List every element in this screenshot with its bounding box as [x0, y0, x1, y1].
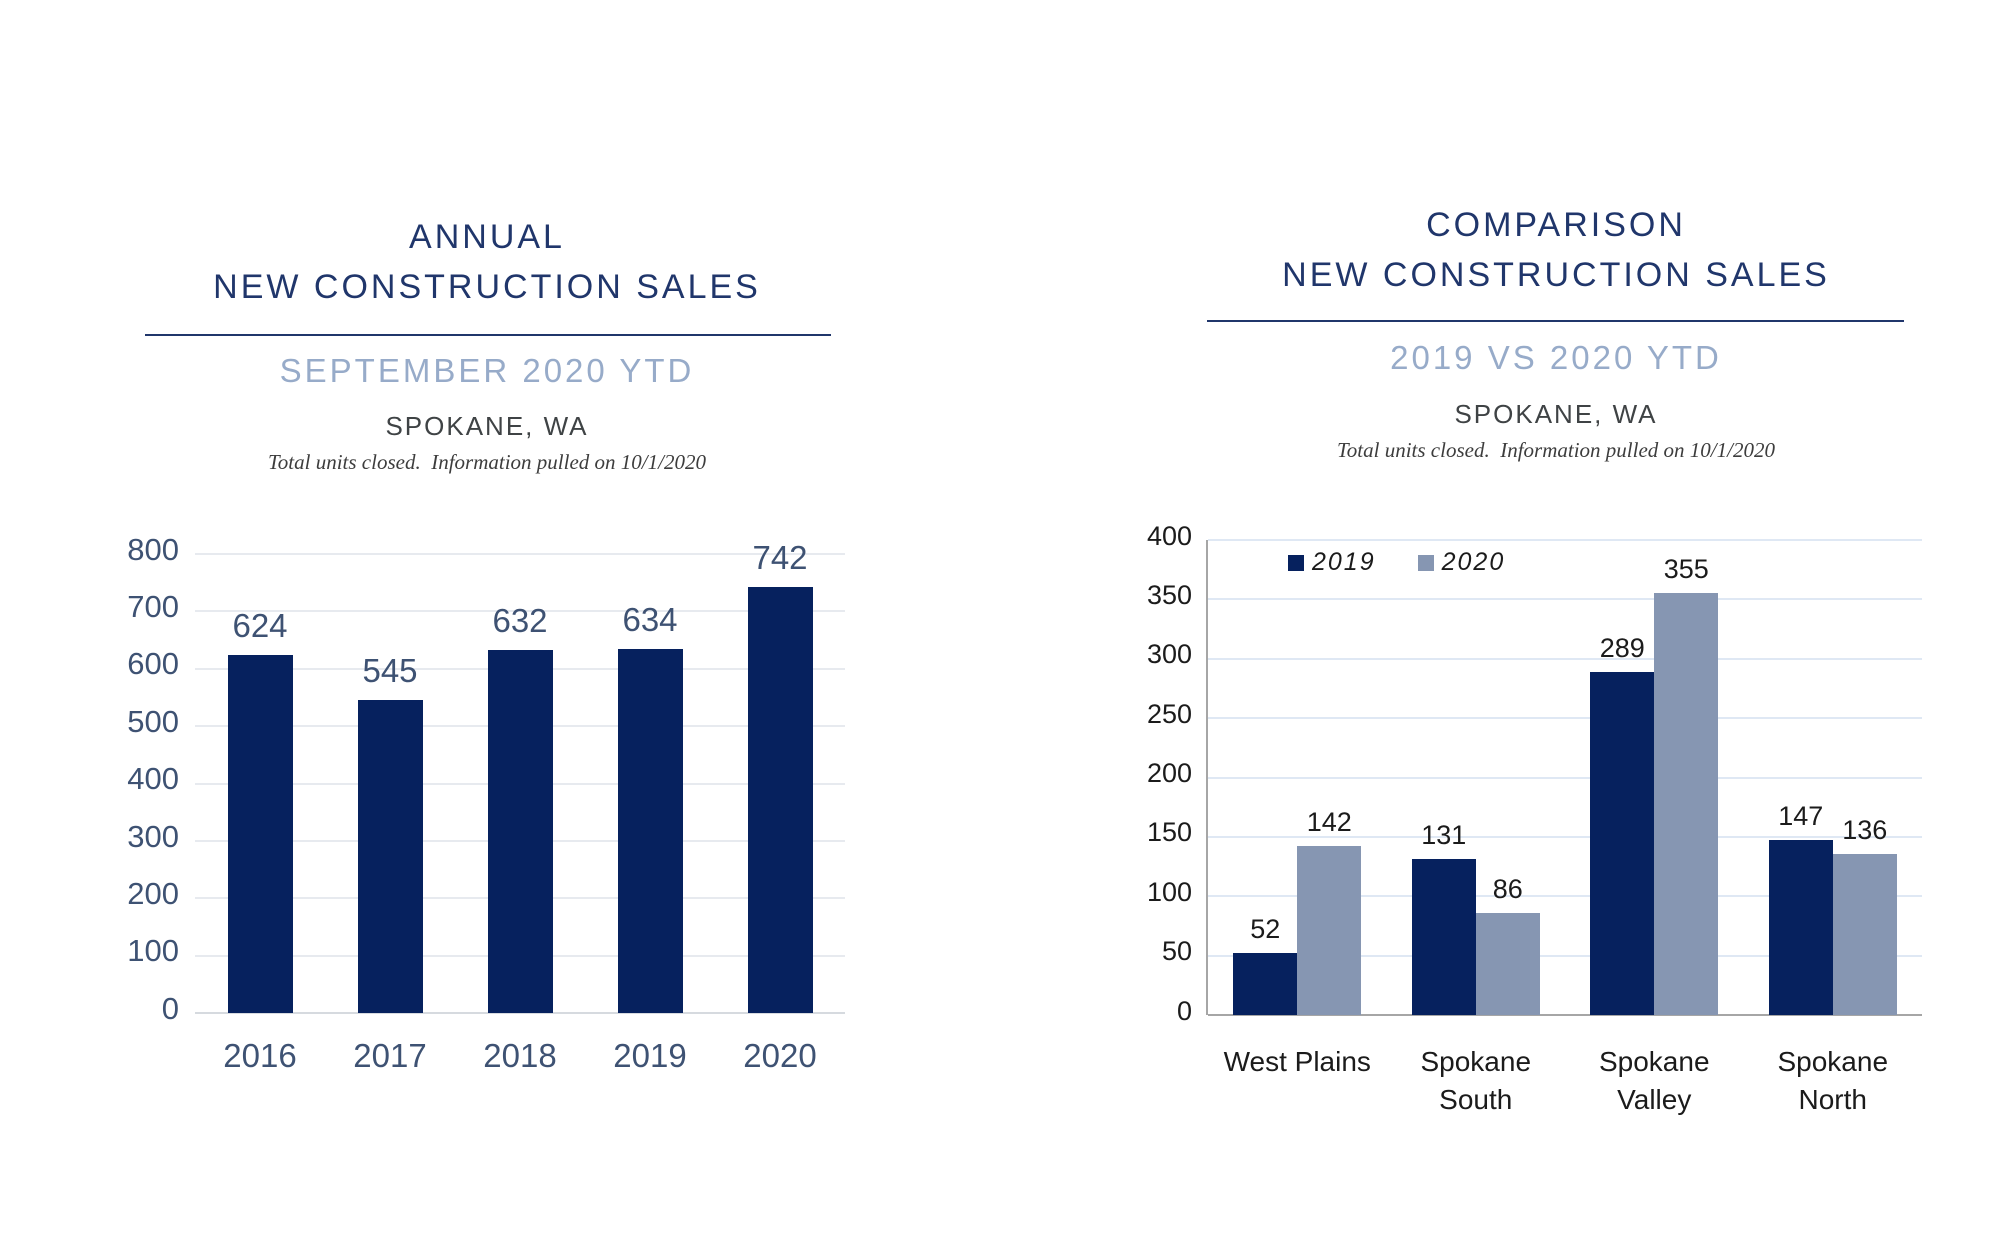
legend-item-2020: 2020	[1417, 548, 1506, 577]
annual-chart-location: SPOKANE, WA	[385, 411, 589, 441]
comparison-chart-location: SPOKANE, WA	[1454, 399, 1658, 429]
y-axis-label-0: 0	[1176, 995, 1192, 1026]
bar-spokane-north-2020	[1832, 853, 1897, 1015]
y-axis-label-100: 100	[127, 933, 179, 969]
y-axis-label-400: 400	[127, 761, 179, 797]
y-axis-label-400: 400	[1146, 520, 1192, 551]
gridline-200	[1208, 776, 1922, 779]
chart-legend: 2019 2020	[1288, 548, 1505, 577]
legend-item-2019: 2019	[1288, 548, 1376, 577]
value-label-2019: 634	[622, 601, 678, 639]
gridline-350	[1208, 598, 1922, 601]
gridline-300	[1208, 657, 1922, 660]
y-axis-label-150: 150	[1146, 817, 1192, 848]
x-axis-label-spokane-valley: Spokane Valley	[1598, 1046, 1710, 1115]
gridline-700	[195, 610, 845, 613]
value-label-spokane-valley-2020: 355	[1663, 554, 1709, 585]
y-axis-label-600: 600	[127, 646, 179, 682]
bar-2019	[617, 649, 683, 1013]
bar-spokane-valley-2020	[1654, 593, 1719, 1015]
y-axis-label-800: 800	[127, 531, 179, 567]
value-label-spokane-north-2019: 147	[1778, 801, 1824, 832]
comparison-chart-title: COMPARISON NEW CONSTRUCTION SALES	[1169, 200, 1943, 300]
gridline-0	[195, 1012, 845, 1014]
value-label-spokane-valley-2019: 289	[1599, 632, 1645, 663]
bar-west-plains-2020	[1297, 846, 1362, 1015]
y-axis-label-300: 300	[127, 818, 179, 854]
comparison-chart-note: Total units closed. Information pulled o…	[1337, 438, 1775, 462]
annual-chart-title: ANNUAL NEW CONSTRUCTION SALES	[100, 212, 874, 312]
comparison-chart-plot-area: 0 50 100 150 200 250 300 350 400 52 142 West Plains…	[1147, 521, 1922, 1115]
gridline-800	[195, 553, 845, 555]
value-label-2018: 632	[492, 602, 548, 640]
annual-chart-plot-area: 0 100 200 300 400 500 600 700 800 624 2016 545 2017 6…	[127, 532, 845, 1074]
annual-chart-title-line2: NEW CONSTRUCTION SALES	[213, 268, 761, 306]
gridline-150	[1208, 835, 1922, 838]
bar-spokane-north-2019	[1768, 840, 1833, 1015]
y-axis-label-500: 500	[127, 703, 179, 739]
gridline-400	[1208, 539, 1922, 541]
x-axis-label-2016: 2016	[223, 1037, 297, 1074]
y-axis-label-700: 700	[127, 589, 179, 625]
bar-spokane-valley-2019	[1590, 671, 1655, 1015]
x-axis-label-spokane-north: Spokane North	[1777, 1046, 1889, 1115]
value-label-west-plains-2020: 142	[1306, 807, 1352, 838]
bar-2020	[747, 587, 813, 1013]
legend-label-2020: 2020	[1441, 548, 1506, 576]
annual-chart-title-line1: ANNUAL	[409, 218, 565, 256]
comparison-chart-title-line1: COMPARISON	[1426, 206, 1686, 244]
y-axis-label-0: 0	[161, 990, 179, 1026]
y-axis-label-350: 350	[1146, 579, 1192, 610]
comparison-chart-title-line2: NEW CONSTRUCTION SALES	[1282, 256, 1830, 294]
y-axis-label-300: 300	[1146, 639, 1192, 670]
value-label-spokane-south-2020: 86	[1492, 873, 1523, 904]
y-axis-line	[1206, 540, 1208, 1015]
bar-2017	[357, 700, 423, 1013]
y-axis-label-50: 50	[1161, 936, 1192, 967]
x-axis-label-spokane-south: Spokane South	[1420, 1046, 1532, 1115]
gridline-50	[1208, 954, 1922, 957]
legend-swatch-2020	[1417, 554, 1434, 571]
x-axis-label-2018: 2018	[483, 1037, 557, 1074]
x-axis-label-west-plains: West Plains	[1223, 1046, 1371, 1077]
gridline-0	[1208, 1014, 1922, 1016]
x-axis-label-2020: 2020	[743, 1037, 817, 1074]
gridline-100	[1208, 895, 1922, 898]
annual-title-divider	[145, 334, 831, 336]
annual-chart-note: Total units closed. Information pulled o…	[268, 450, 706, 474]
value-label-west-plains-2019: 52	[1250, 914, 1281, 945]
bar-west-plains-2019	[1233, 953, 1298, 1015]
y-axis-label-200: 200	[1146, 758, 1192, 789]
value-label-2016: 624	[232, 606, 288, 644]
gridline-250	[1208, 717, 1922, 720]
x-axis-label-2017: 2017	[353, 1037, 427, 1074]
y-axis-label-200: 200	[127, 875, 179, 911]
legend-swatch-2019	[1288, 554, 1304, 571]
comparison-chart-subtitle: 2019 VS 2020 YTD	[1390, 339, 1722, 376]
y-axis-label-250: 250	[1146, 698, 1192, 729]
legend-label-2019: 2019	[1312, 548, 1376, 576]
y-axis-label-100: 100	[1146, 876, 1192, 907]
value-label-spokane-south-2019: 131	[1421, 820, 1467, 851]
x-axis-label-2019: 2019	[613, 1037, 687, 1074]
bar-2016	[227, 654, 293, 1013]
value-label-2020: 742	[752, 539, 808, 577]
bar-spokane-south-2019	[1411, 859, 1476, 1015]
comparison-title-divider	[1207, 320, 1904, 322]
value-label-2017: 545	[362, 652, 418, 690]
bar-2018	[487, 650, 553, 1013]
value-label-spokane-north-2020: 136	[1842, 814, 1888, 845]
bar-spokane-south-2020	[1475, 912, 1540, 1015]
annual-chart-subtitle: SEPTEMBER 2020 YTD	[279, 352, 695, 389]
